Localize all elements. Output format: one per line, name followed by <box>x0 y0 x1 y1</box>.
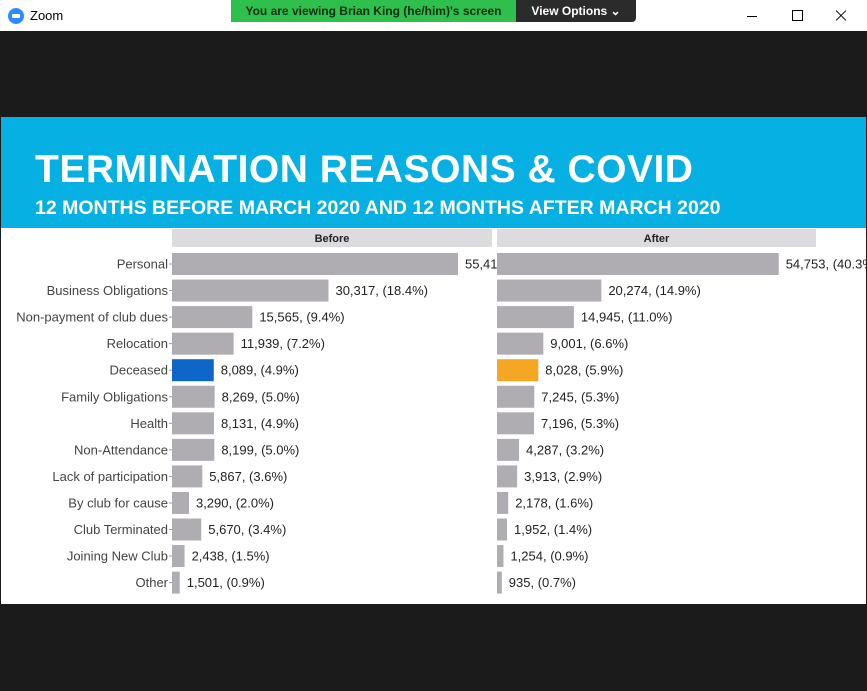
bar <box>497 571 502 594</box>
window-titlebar: Zoom You are viewing Brian King (he/him)… <box>0 0 867 31</box>
category-label: Other <box>135 575 168 590</box>
slide-subtitle: 12 MONTHS BEFORE MARCH 2020 AND 12 MONTH… <box>35 197 721 219</box>
bar <box>172 279 329 302</box>
data-label: 7,196, (5.3%) <box>541 416 619 431</box>
bar <box>497 359 539 382</box>
data-label: 54,753, (40.3%) <box>786 257 866 272</box>
category-label: Business Obligations <box>47 283 169 298</box>
category-label: Family Obligations <box>61 389 168 404</box>
bar <box>497 545 504 568</box>
bar <box>497 253 779 275</box>
bar <box>172 438 215 461</box>
category-label: By club for cause <box>68 495 168 510</box>
category-label: Relocation <box>107 336 168 351</box>
bar <box>172 518 202 541</box>
category-label: Personal <box>117 257 168 272</box>
bar <box>497 518 508 541</box>
category-label: Non-payment of club dues <box>16 310 168 325</box>
minimize-icon[interactable] <box>742 6 762 26</box>
view-options-button[interactable]: View Options ⌄ <box>516 0 636 22</box>
screen-share-banner: You are viewing Brian King (he/him)'s sc… <box>231 0 516 22</box>
bar <box>497 438 520 461</box>
data-label: 8,269, (5.0%) <box>222 389 300 404</box>
shared-screen: TERMINATION REASONS & COVID 12 MONTHS BE… <box>1 117 866 604</box>
data-label: 8,131, (4.9%) <box>221 416 299 431</box>
maximize-icon[interactable] <box>787 6 807 26</box>
data-label: 1,254, (0.9%) <box>510 549 588 564</box>
bar <box>172 253 458 275</box>
bar <box>172 545 185 568</box>
category-label: Non-Attendance <box>74 442 168 457</box>
bar <box>497 491 509 514</box>
data-label: 1,952, (1.4%) <box>514 522 592 537</box>
zoom-logo-icon <box>8 8 24 24</box>
bar <box>172 306 253 329</box>
data-label: 8,028, (5.9%) <box>545 363 623 378</box>
data-label: 14,945, (11.0%) <box>581 310 673 325</box>
bar <box>172 359 214 382</box>
data-label: 8,199, (5.0%) <box>221 442 299 457</box>
panel-header-1 <box>497 229 816 247</box>
bar <box>497 332 544 355</box>
bar <box>497 465 518 488</box>
bar <box>497 412 535 435</box>
data-label: 8,089, (4.9%) <box>221 363 299 378</box>
bar <box>497 306 574 329</box>
category-label: Deceased <box>109 363 168 378</box>
data-label: 5,867, (3.6%) <box>209 469 287 484</box>
data-label: 9,001, (6.6%) <box>550 336 628 351</box>
category-label: Club Terminated <box>74 522 168 537</box>
data-label: 11,939, (7.2%) <box>241 336 325 351</box>
bar <box>497 279 602 302</box>
data-label: 1,501, (0.9%) <box>187 575 265 590</box>
category-label: Joining New Club <box>67 549 168 564</box>
data-label: 5,670, (3.4%) <box>208 522 286 537</box>
panel-header-0 <box>172 229 492 247</box>
data-label: 3,913, (2.9%) <box>524 469 602 484</box>
data-label: 7,245, (5.3%) <box>541 389 619 404</box>
data-label: 4,287, (3.2%) <box>526 442 604 457</box>
data-label: 20,274, (14.9%) <box>608 283 701 298</box>
data-label: 2,178, (1.6%) <box>515 495 593 510</box>
panel-header-label: Before <box>315 233 350 245</box>
category-label: Health <box>130 416 168 431</box>
bar <box>172 571 180 594</box>
slide-header: TERMINATION REASONS & COVID 12 MONTHS BE… <box>1 117 866 228</box>
close-icon[interactable] <box>831 6 851 26</box>
bar <box>172 332 234 355</box>
bottom-bar <box>0 604 867 691</box>
data-label: 935, (0.7%) <box>509 575 576 590</box>
termination-chart: Before After Personal Business Obligations N… <box>16 229 866 594</box>
data-label: 15,565, (9.4%) <box>259 310 344 325</box>
data-label: 30,317, (18.4%) <box>335 283 428 298</box>
bar <box>172 465 203 488</box>
app-title: Zoom <box>30 8 64 23</box>
panel-header-label: After <box>644 233 670 245</box>
category-label: Lack of participation <box>52 469 168 484</box>
data-label: 2,438, (1.5%) <box>192 549 270 564</box>
bar <box>172 412 214 435</box>
slide-title: TERMINATION REASONS & COVID <box>35 148 694 191</box>
data-label: 3,290, (2.0%) <box>196 495 274 510</box>
bar <box>497 385 535 408</box>
bar <box>172 491 189 514</box>
bar <box>172 385 215 408</box>
